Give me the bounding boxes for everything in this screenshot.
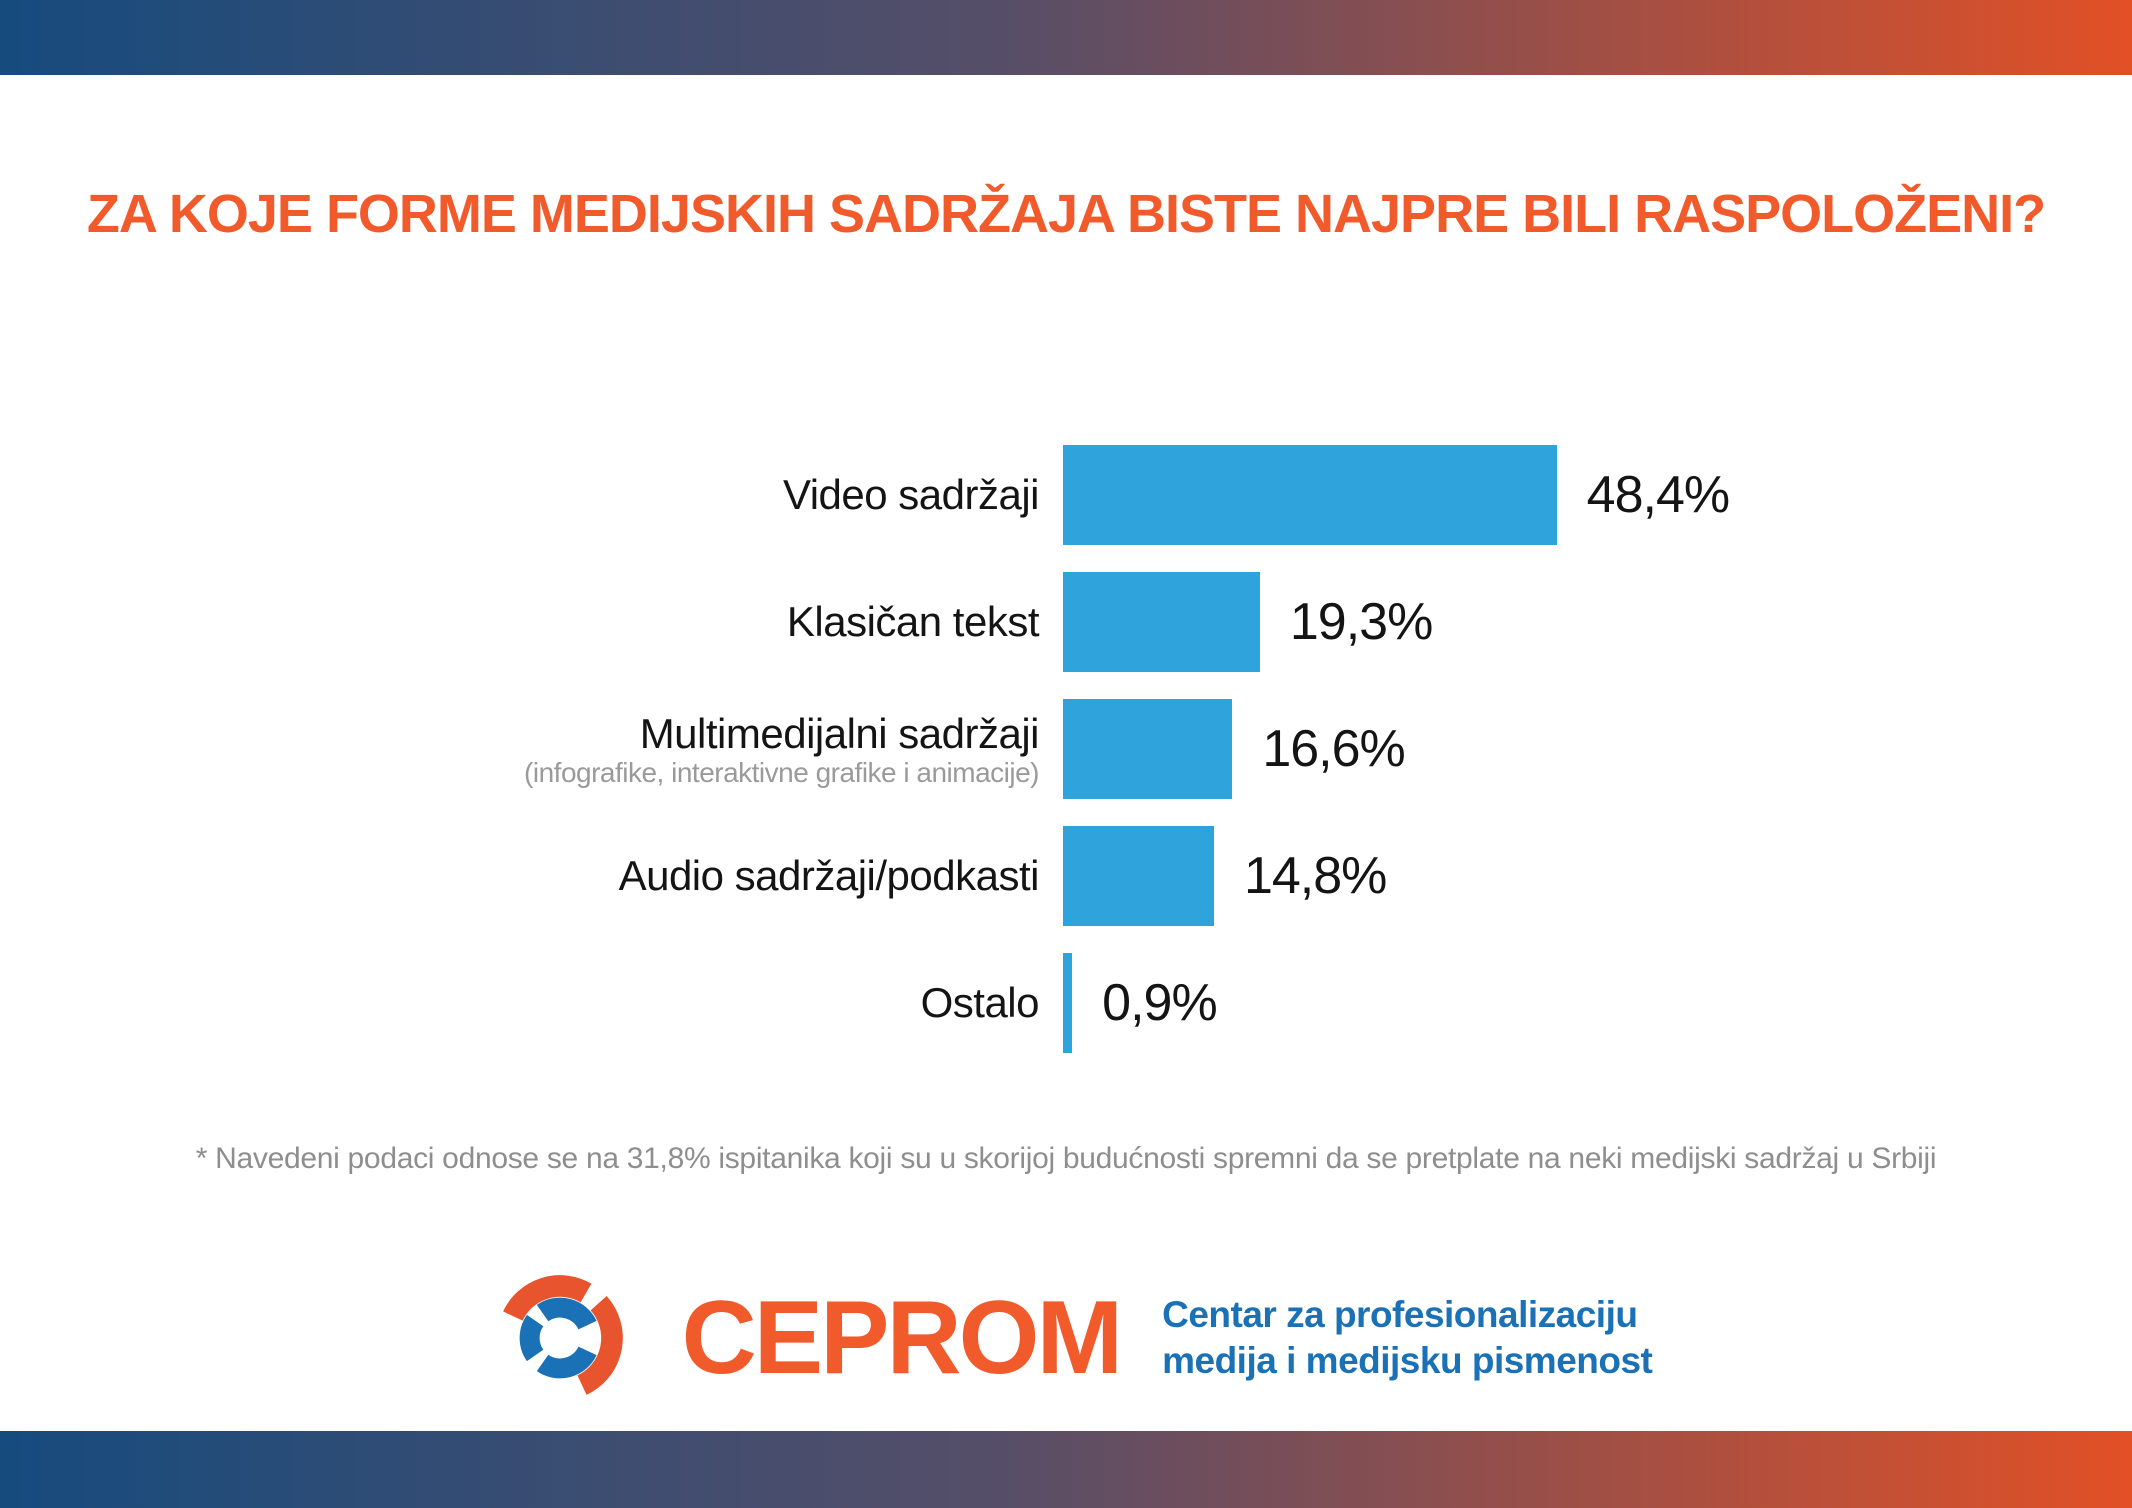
chart-row: Video sadržaji 48,4% bbox=[0, 445, 2132, 545]
bottom-gradient-band bbox=[0, 1431, 2132, 1508]
logo-tagline: Centar za profesionalizaciju medija i me… bbox=[1162, 1292, 1653, 1385]
bar bbox=[1063, 572, 1260, 672]
chart-row: Audio sadržaji/podkasti 14,8% bbox=[0, 826, 2132, 926]
value-label: 14,8% bbox=[1243, 847, 1387, 905]
logo-tagline-line2: medija i medijsku pismenost bbox=[1162, 1340, 1653, 1381]
page-title: ZA KOJE FORME MEDIJSKIH SADRŽAJA BISTE N… bbox=[86, 184, 2046, 244]
category-label: Video sadržaji bbox=[0, 471, 1063, 518]
value-label: 0,9% bbox=[1102, 974, 1218, 1032]
bar-chart: Video sadržaji 48,4% Klasičan tekst 19,3% Mu… bbox=[0, 445, 2132, 1080]
category-label-text: Ostalo bbox=[920, 979, 1040, 1027]
category-label: Ostalo bbox=[0, 979, 1063, 1026]
chart-row: Klasičan tekst 19,3% bbox=[0, 572, 2132, 672]
logo-tagline-line1: Centar za profesionalizaciju bbox=[1162, 1293, 1638, 1335]
top-gradient-band bbox=[0, 0, 2132, 75]
value-label: 48,4% bbox=[1586, 466, 1730, 524]
category-sublabel: (infografike, interaktivne grafike i ani… bbox=[524, 756, 1039, 788]
chart-row: Ostalo 0,9% bbox=[0, 953, 2132, 1053]
chart-row: Multimedijalni sadržaji (infografike, int… bbox=[0, 699, 2132, 799]
category-label-text: Klasičan tekst bbox=[786, 598, 1040, 646]
category-label-text: Video sadržaji bbox=[782, 471, 1040, 519]
bar bbox=[1063, 953, 1073, 1053]
category-label-text: Audio sadržaji/podkasti bbox=[618, 852, 1040, 900]
ceprom-logo-icon bbox=[502, 1275, 623, 1395]
category-label: Klasičan tekst bbox=[0, 598, 1063, 645]
category-label: Multimedijalni sadržaji (infografike, int… bbox=[0, 710, 1063, 788]
category-label-text: Multimedijalni sadržaji bbox=[639, 709, 1040, 757]
bar bbox=[1063, 445, 1557, 545]
logo: CEPROM Centar za profesionalizaciju medi… bbox=[0, 1258, 2132, 1418]
value-label: 16,6% bbox=[1262, 720, 1405, 778]
logo-wordmark: CEPROM bbox=[681, 1280, 1123, 1396]
bar bbox=[1063, 826, 1214, 926]
footnote: * Navedeni podaci odnose se na 31,8% isp… bbox=[195, 1142, 1937, 1175]
value-label: 19,3% bbox=[1289, 593, 1433, 651]
bar bbox=[1063, 699, 1233, 799]
category-label: Audio sadržaji/podkasti bbox=[0, 852, 1063, 899]
